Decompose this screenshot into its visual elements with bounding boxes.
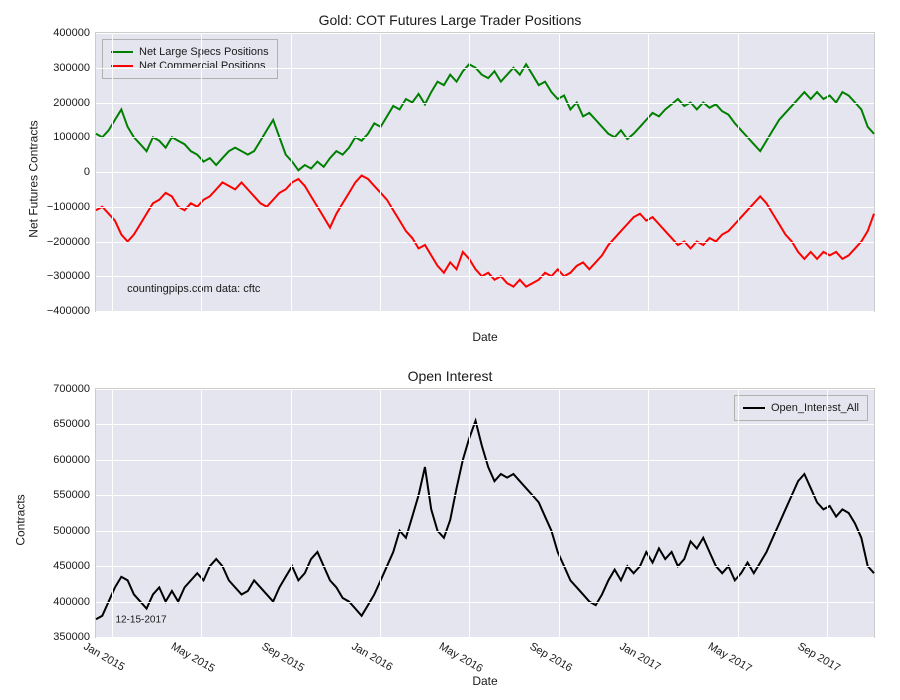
chart2-legend: Open_Interest_All: [734, 395, 868, 421]
grid-line: [559, 33, 560, 311]
grid-line: [827, 389, 828, 637]
chart1-legend: Net Large Specs Positions Net Commercial…: [102, 39, 278, 79]
grid-line: [738, 389, 739, 637]
grid-line: [291, 389, 292, 637]
legend-label: Net Commercial Positions: [139, 60, 266, 72]
x-tick-label: Jan 2017: [618, 637, 665, 673]
grid-line: [96, 172, 874, 173]
grid-line: [96, 207, 874, 208]
x-tick-label: Jan 2015: [81, 637, 128, 673]
grid-line: [96, 602, 874, 603]
chart1-x-label: Date: [95, 330, 875, 344]
chart1-annotation: countingpips.com data: cftc: [127, 283, 260, 295]
grid-line: [96, 637, 874, 638]
grid-line: [112, 33, 113, 311]
grid-line: [827, 33, 828, 311]
x-tick-label: May 2015: [169, 637, 219, 675]
legend-item-open-interest: Open_Interest_All: [743, 402, 859, 414]
y-tick-label: −200000: [47, 236, 96, 248]
y-tick-label: −400000: [47, 305, 96, 317]
grid-line: [291, 33, 292, 311]
grid-line: [96, 68, 874, 69]
y-tick-label: 200000: [53, 97, 96, 109]
y-tick-label: 400000: [53, 27, 96, 39]
chart2-x-label: Date: [95, 674, 875, 688]
chart-cot-positions: Gold: COT Futures Large Trader Positions…: [0, 12, 900, 344]
y-tick-label: −100000: [47, 201, 96, 213]
grid-line: [96, 311, 874, 312]
grid-line: [559, 389, 560, 637]
y-tick-label: 100000: [53, 131, 96, 143]
grid-line: [648, 389, 649, 637]
x-tick-label: Sep 2017: [796, 637, 845, 674]
x-tick-label: Jan 2016: [349, 637, 396, 673]
grid-line: [469, 33, 470, 311]
x-tick-label: May 2017: [706, 637, 756, 675]
grid-line: [96, 276, 874, 277]
grid-line: [96, 103, 874, 104]
x-tick-label: Sep 2016: [527, 637, 576, 674]
series-line: [96, 175, 874, 286]
grid-line: [96, 566, 874, 567]
grid-line: [469, 389, 470, 637]
x-tick-label: May 2016: [437, 637, 487, 675]
y-tick-label: 600000: [53, 454, 96, 466]
y-tick-label: 550000: [53, 489, 96, 501]
grid-line: [380, 33, 381, 311]
chart1-y-label: Net Futures Contracts: [27, 120, 41, 237]
legend-item-specs: Net Large Specs Positions: [111, 46, 269, 58]
y-tick-label: 450000: [53, 560, 96, 572]
grid-line: [738, 33, 739, 311]
y-tick-label: −300000: [47, 270, 96, 282]
chart2-plot-area: Open_Interest_All 12-15-2017 35000040000…: [95, 388, 875, 638]
grid-line: [96, 495, 874, 496]
y-tick-label: 500000: [53, 525, 96, 537]
legend-label: Open_Interest_All: [771, 402, 859, 414]
grid-line: [648, 33, 649, 311]
y-tick-label: 400000: [53, 596, 96, 608]
grid-line: [201, 389, 202, 637]
legend-swatch: [743, 407, 765, 409]
series-line: [96, 64, 874, 170]
legend-swatch: [111, 51, 133, 53]
y-tick-label: 0: [84, 166, 96, 178]
grid-line: [96, 389, 874, 390]
legend-label: Net Large Specs Positions: [139, 46, 269, 58]
grid-line: [96, 460, 874, 461]
grid-line: [96, 242, 874, 243]
chart-open-interest: Open Interest Contracts Open_Interest_Al…: [0, 368, 900, 688]
grid-line: [96, 137, 874, 138]
y-tick-label: 300000: [53, 62, 96, 74]
y-tick-label: 650000: [53, 418, 96, 430]
grid-line: [380, 389, 381, 637]
grid-line: [96, 531, 874, 532]
grid-line: [96, 33, 874, 34]
chart2-annotation: 12-15-2017: [115, 614, 166, 625]
grid-line: [96, 424, 874, 425]
x-tick-label: Sep 2015: [259, 637, 308, 674]
legend-swatch: [111, 65, 133, 67]
chart1-plot-area: Net Large Specs Positions Net Commercial…: [95, 32, 875, 312]
chart2-y-label: Contracts: [14, 494, 28, 545]
series-line: [96, 421, 874, 619]
grid-line: [201, 33, 202, 311]
chart1-title: Gold: COT Futures Large Trader Positions: [0, 12, 900, 28]
grid-line: [112, 389, 113, 637]
legend-item-commercial: Net Commercial Positions: [111, 60, 269, 72]
y-tick-label: 700000: [53, 383, 96, 395]
chart2-title: Open Interest: [0, 368, 900, 384]
